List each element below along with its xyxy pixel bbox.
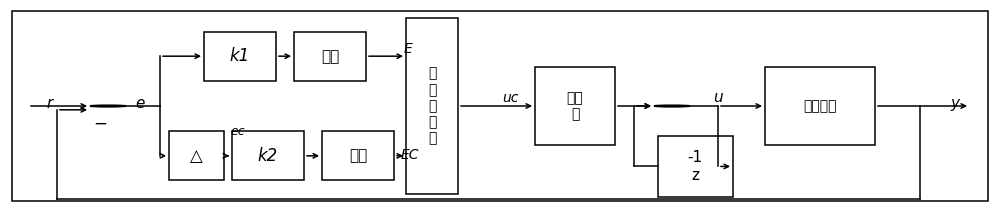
Ellipse shape (90, 105, 126, 107)
Text: 拉丝
炉: 拉丝 炉 (567, 91, 583, 121)
Text: k1: k1 (230, 47, 250, 65)
Text: 拉
丝
控
制
器: 拉 丝 控 制 器 (428, 67, 436, 145)
Text: k2: k2 (258, 147, 278, 165)
Bar (168, 131, 224, 180)
Bar (204, 32, 276, 81)
Text: 量化: 量化 (349, 148, 367, 163)
Text: E: E (404, 42, 412, 56)
Text: −: − (93, 115, 107, 133)
Bar (406, 18, 458, 194)
Bar (232, 131, 304, 180)
Bar (322, 131, 394, 180)
Bar (658, 136, 732, 197)
Text: △: △ (190, 147, 202, 165)
Text: uc: uc (502, 91, 518, 105)
Text: u: u (713, 90, 723, 105)
Ellipse shape (654, 105, 690, 107)
Text: ec: ec (231, 125, 245, 138)
Text: 量化: 量化 (321, 49, 339, 64)
Bar (765, 67, 875, 145)
Bar (294, 32, 366, 81)
Text: r: r (47, 96, 53, 111)
Text: EC: EC (401, 148, 419, 162)
Text: e: e (135, 96, 145, 111)
Bar (535, 67, 615, 145)
Text: -1
z: -1 z (687, 150, 703, 183)
Text: 测试仪表: 测试仪表 (803, 99, 837, 113)
Text: y: y (950, 96, 960, 111)
